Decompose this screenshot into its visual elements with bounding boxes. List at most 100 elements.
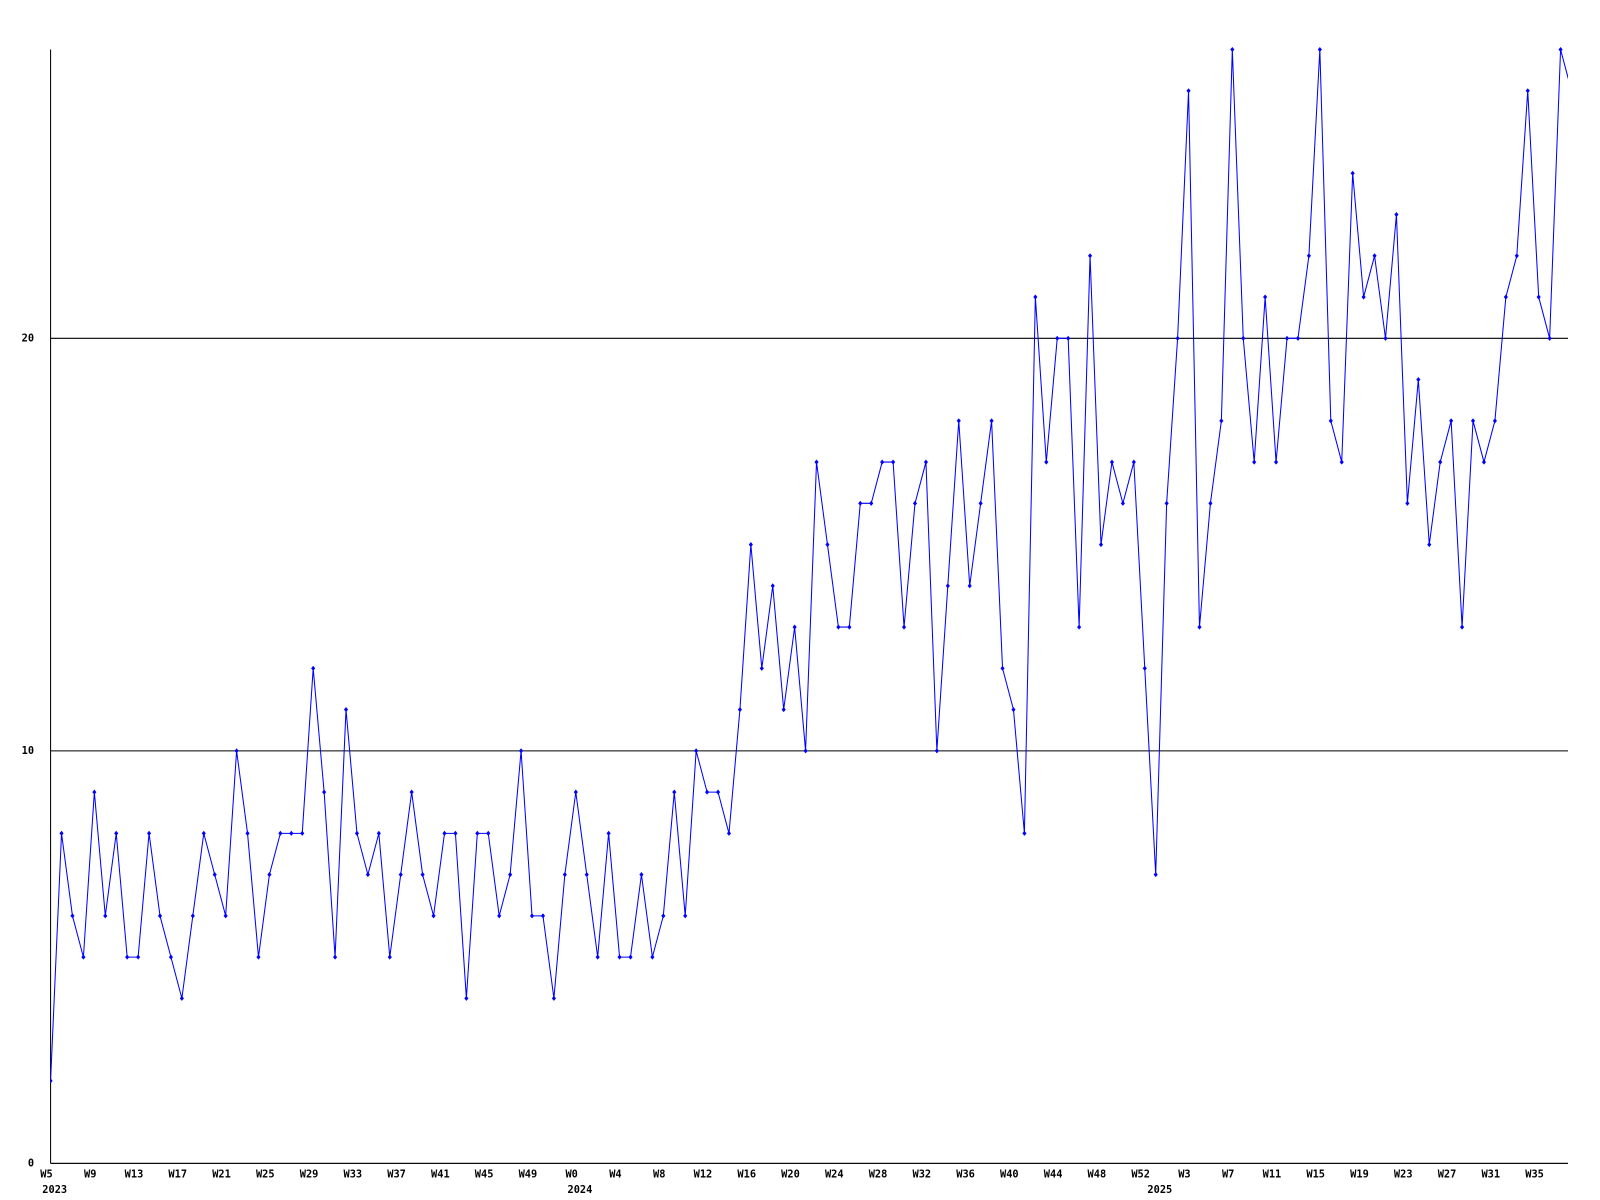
data-point xyxy=(770,583,775,589)
data-point xyxy=(420,872,425,878)
data-point xyxy=(300,830,305,836)
data-point xyxy=(781,707,786,713)
data-point xyxy=(289,830,294,836)
data-point xyxy=(1230,46,1235,53)
data-point xyxy=(650,954,655,960)
data-point xyxy=(201,830,206,836)
data-point xyxy=(1066,335,1071,341)
data-point xyxy=(1536,294,1541,300)
data-point xyxy=(1481,459,1487,465)
data-point xyxy=(1295,335,1301,341)
data-point xyxy=(1252,459,1257,465)
data-point xyxy=(858,500,863,506)
x-tick-label: W35 xyxy=(1525,1169,1544,1181)
data-point xyxy=(1077,624,1082,630)
data-point xyxy=(945,583,950,589)
x-tick-label: W7 xyxy=(1222,1169,1234,1181)
data-point xyxy=(529,913,535,919)
data-point xyxy=(934,748,939,754)
data-point xyxy=(431,913,436,919)
data-point xyxy=(1449,418,1454,424)
data-point xyxy=(715,789,721,795)
data-point xyxy=(551,995,556,1001)
data-point xyxy=(836,624,841,630)
data-point xyxy=(157,913,163,919)
data-point xyxy=(1460,624,1465,630)
data-point xyxy=(1547,335,1552,341)
x-tick-label: W27 xyxy=(1438,1169,1457,1181)
data-point xyxy=(1197,624,1202,630)
x-tick-label: W23 xyxy=(1394,1169,1413,1181)
data-point xyxy=(59,830,64,836)
data-point xyxy=(1438,459,1443,465)
data-point xyxy=(497,913,502,919)
data-point xyxy=(442,830,447,836)
x-tick-label: W21 xyxy=(212,1169,231,1181)
data-point xyxy=(825,541,830,548)
data-point xyxy=(1372,253,1377,259)
data-point xyxy=(387,954,392,960)
data-point xyxy=(1514,253,1519,259)
data-point xyxy=(146,830,152,836)
data-point xyxy=(92,789,97,795)
data-point xyxy=(1011,707,1016,713)
y-tick-label: 20 xyxy=(22,332,34,344)
labels: 0 10 20 W5 W9 W13 W17 W21 W25 W29 W33 W37 W41 W45 W49 W… xyxy=(22,332,1544,1196)
plot xyxy=(50,46,1568,1084)
data-point xyxy=(409,789,414,795)
data-point xyxy=(1033,294,1038,300)
data-point xyxy=(398,872,403,878)
data-point xyxy=(365,872,370,878)
data-point xyxy=(1274,459,1279,465)
data-point xyxy=(50,1078,53,1084)
data-point xyxy=(1328,418,1333,424)
data-point xyxy=(311,665,316,671)
data-point xyxy=(1317,46,1322,53)
data-point xyxy=(891,459,896,465)
data-point xyxy=(705,789,710,795)
data-point xyxy=(519,748,524,754)
data-point xyxy=(683,913,688,919)
data-point xyxy=(1000,665,1005,671)
x-tick-label: W28 xyxy=(869,1169,888,1181)
data-point xyxy=(333,954,338,960)
data-line xyxy=(50,49,1568,1081)
x-tick-label: W37 xyxy=(387,1169,406,1181)
data-point xyxy=(103,913,108,919)
data-point xyxy=(540,913,546,919)
data-point xyxy=(1098,541,1104,548)
x-tick-label: W32 xyxy=(912,1169,931,1181)
x-tick-label: W31 xyxy=(1481,1169,1500,1181)
data-point xyxy=(978,500,983,506)
x-tick-label: W52 xyxy=(1131,1169,1150,1181)
x-tick-label: W11 xyxy=(1263,1169,1282,1181)
x-tick-label: W8 xyxy=(653,1169,665,1181)
data-point xyxy=(81,954,86,960)
data-point xyxy=(967,583,972,589)
x-tick-label: W25 xyxy=(256,1169,275,1181)
data-point xyxy=(792,624,797,630)
data-point xyxy=(212,872,217,878)
data-point xyxy=(901,624,907,630)
data-point xyxy=(606,830,611,836)
x-tick-label: W19 xyxy=(1350,1169,1369,1181)
data-point xyxy=(847,624,852,630)
data-point xyxy=(376,830,381,836)
data-point xyxy=(1306,253,1311,259)
data-point xyxy=(880,459,885,465)
x-tick-label: W41 xyxy=(431,1169,450,1181)
data-point xyxy=(1470,418,1476,424)
data-point xyxy=(1044,459,1049,465)
data-point xyxy=(1186,88,1191,94)
data-point xyxy=(267,872,272,878)
data-point xyxy=(759,665,764,671)
x-tick-label: W13 xyxy=(125,1169,144,1181)
data-point xyxy=(168,954,174,960)
data-point xyxy=(464,995,469,1001)
data-point xyxy=(1208,500,1213,506)
x-tick-label: W17 xyxy=(168,1169,187,1181)
data-point xyxy=(1284,335,1290,341)
x-tick-label: W5 xyxy=(40,1169,52,1181)
data-point xyxy=(136,954,141,960)
